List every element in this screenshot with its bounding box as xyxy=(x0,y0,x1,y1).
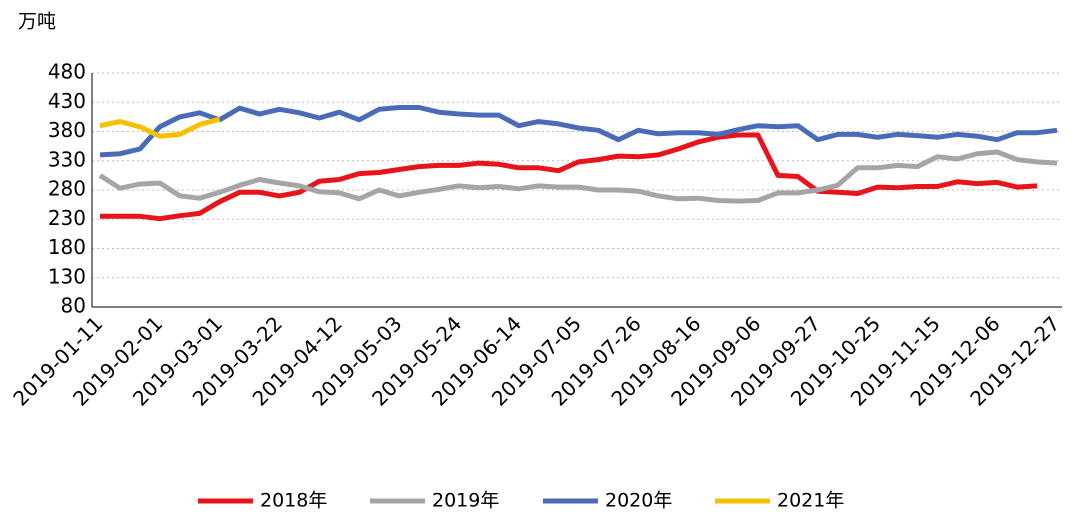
legend-label: 2021年 xyxy=(777,490,844,512)
y-tick-label: 180 xyxy=(48,235,86,259)
unit-label: 万吨 xyxy=(18,11,56,33)
legend-label: 2020年 xyxy=(605,490,672,512)
y-tick-label: 430 xyxy=(48,89,86,113)
legend-label: 2018年 xyxy=(260,490,327,512)
y-tick-label: 230 xyxy=(48,206,86,230)
y-tick-label: 280 xyxy=(48,177,86,201)
y-tick-label: 480 xyxy=(48,60,86,84)
y-tick-label: 80 xyxy=(61,294,86,318)
legend-label: 2019年 xyxy=(432,490,499,512)
y-tick-label: 380 xyxy=(48,118,86,142)
series-line xyxy=(100,132,1038,222)
series-line xyxy=(99,116,221,139)
y-tick-label: 330 xyxy=(48,147,86,171)
series-line xyxy=(99,105,1058,158)
series-line xyxy=(98,149,1058,204)
y-tick-label: 130 xyxy=(48,264,86,288)
